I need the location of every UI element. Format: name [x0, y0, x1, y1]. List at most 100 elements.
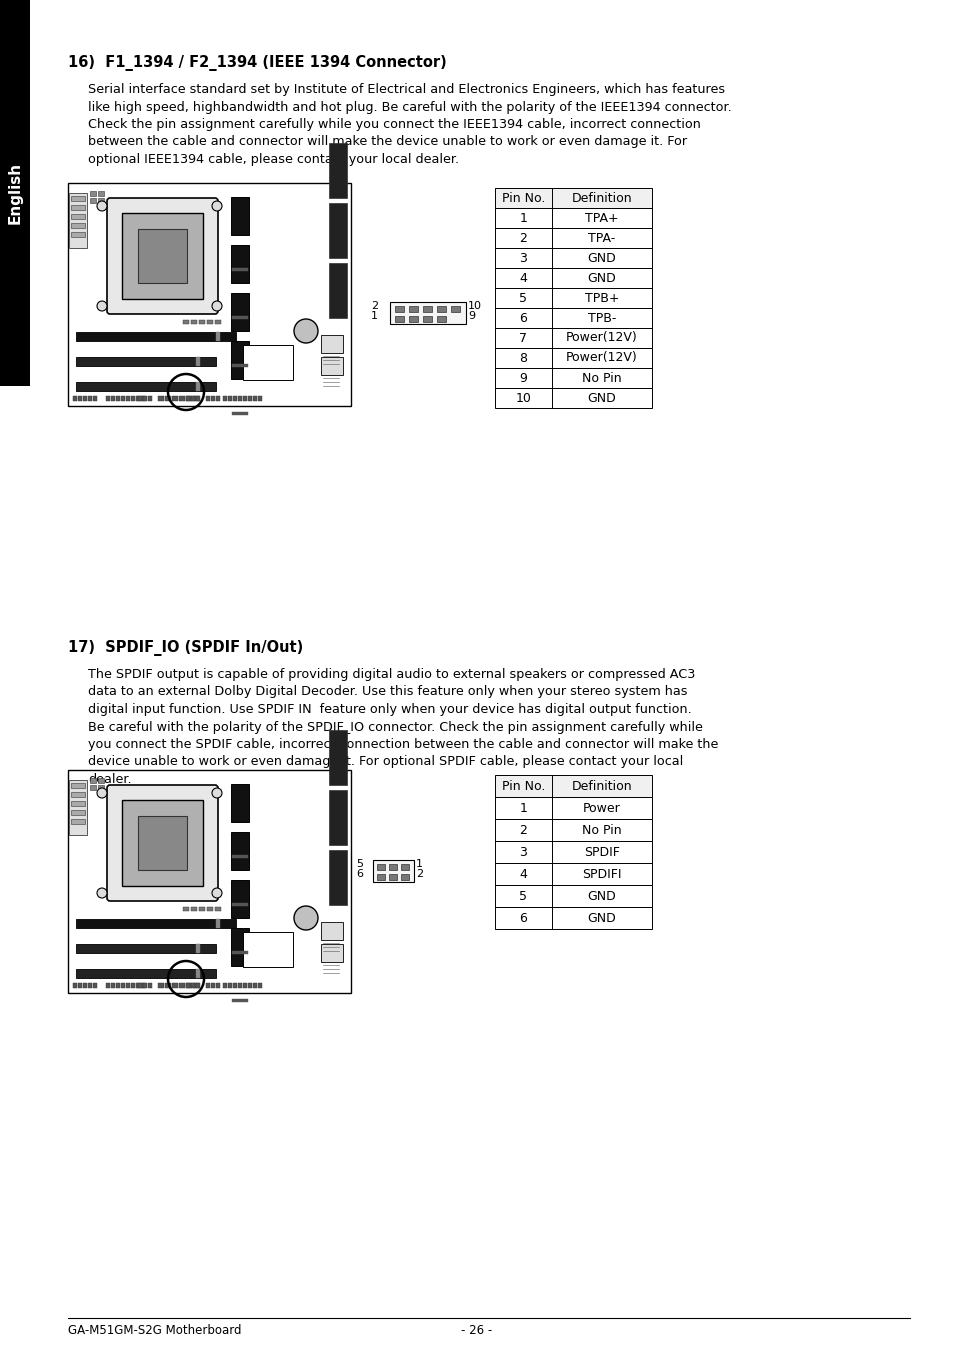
Bar — [158, 395, 164, 401]
Text: optional IEEE1394 cable, please contact your local dealer.: optional IEEE1394 cable, please contact … — [88, 153, 458, 167]
Bar — [183, 907, 189, 911]
Bar — [90, 198, 96, 203]
Bar — [495, 886, 651, 907]
Bar — [199, 320, 205, 324]
Circle shape — [294, 320, 317, 343]
Text: GA-M51GM-S2G Motherboard: GA-M51GM-S2G Motherboard — [68, 1324, 241, 1336]
Text: SPDIFI: SPDIFI — [581, 868, 621, 880]
Bar — [76, 919, 235, 927]
Bar — [232, 951, 248, 955]
Bar — [71, 232, 85, 237]
Bar — [232, 268, 248, 271]
Bar — [78, 983, 82, 988]
Bar — [495, 328, 651, 348]
Text: 1: 1 — [416, 858, 422, 869]
Bar — [329, 144, 347, 198]
Bar — [243, 345, 293, 380]
Bar — [126, 395, 130, 401]
Bar — [495, 798, 651, 819]
Bar — [88, 395, 91, 401]
Bar — [179, 983, 185, 988]
Circle shape — [212, 788, 222, 798]
Bar — [68, 770, 351, 992]
Bar — [141, 395, 145, 401]
Bar — [376, 873, 385, 880]
Bar — [211, 983, 214, 988]
Bar — [228, 395, 232, 401]
Text: 5: 5 — [519, 890, 527, 903]
Bar — [193, 983, 199, 988]
Bar — [172, 983, 178, 988]
Text: TPB-: TPB- — [587, 311, 616, 325]
Bar — [233, 395, 236, 401]
Bar — [231, 927, 249, 965]
Text: dealer.: dealer. — [88, 773, 132, 787]
Bar — [83, 983, 87, 988]
Bar — [215, 919, 220, 927]
Text: GND: GND — [587, 391, 616, 405]
Bar — [495, 841, 651, 862]
Text: 2: 2 — [519, 232, 527, 245]
Bar — [215, 983, 220, 988]
Text: No Pin: No Pin — [581, 823, 621, 837]
Bar — [76, 332, 235, 341]
Text: you connect the SPDIF cable, incorrect connection between the cable and connecto: you connect the SPDIF cable, incorrect c… — [88, 738, 718, 751]
Bar — [122, 800, 203, 886]
Bar — [495, 348, 651, 368]
Text: 2: 2 — [416, 869, 423, 879]
Text: TPB+: TPB+ — [584, 291, 618, 305]
Bar — [73, 395, 77, 401]
Bar — [495, 907, 651, 929]
Circle shape — [97, 788, 107, 798]
Text: Check the pin assignment carefully while you connect the IEEE1394 cable, incorre: Check the pin assignment carefully while… — [88, 118, 700, 131]
Bar — [0, 0, 30, 386]
Bar — [186, 395, 190, 401]
Bar — [495, 188, 651, 209]
Text: 10: 10 — [515, 391, 531, 405]
Bar — [232, 364, 248, 367]
Bar — [138, 395, 142, 401]
Bar — [191, 320, 196, 324]
Text: Be careful with the polarity of the SPDIF_IO connector. Check the pin assignment: Be careful with the polarity of the SPDI… — [88, 720, 702, 734]
Text: SPDIF: SPDIF — [583, 845, 619, 858]
Bar — [223, 983, 227, 988]
Bar — [193, 395, 199, 401]
Bar — [495, 368, 651, 389]
Bar — [138, 816, 187, 871]
Bar — [136, 983, 140, 988]
Text: 9: 9 — [468, 311, 475, 321]
Bar — [138, 983, 142, 988]
Bar — [141, 983, 145, 988]
Bar — [395, 315, 403, 322]
Bar — [243, 983, 247, 988]
Bar — [98, 191, 104, 196]
Bar — [98, 785, 104, 789]
Bar — [191, 395, 194, 401]
Text: 16)  F1_1394 / F2_1394 (IEEE 1394 Connector): 16) F1_1394 / F2_1394 (IEEE 1394 Connect… — [68, 56, 446, 70]
FancyBboxPatch shape — [107, 198, 218, 314]
Text: 4: 4 — [519, 272, 527, 284]
Bar — [376, 864, 385, 871]
Bar — [389, 873, 396, 880]
Bar — [495, 389, 651, 408]
Bar — [76, 969, 215, 978]
Circle shape — [212, 200, 222, 211]
Bar — [329, 263, 347, 318]
Bar — [422, 306, 432, 311]
Bar — [320, 944, 343, 961]
Text: English: English — [8, 162, 23, 223]
Bar — [395, 306, 403, 311]
Bar — [76, 382, 215, 391]
Bar — [71, 223, 85, 227]
Text: - 26 -: - 26 - — [461, 1324, 492, 1336]
Text: TPA+: TPA+ — [584, 211, 618, 225]
Bar — [126, 983, 130, 988]
Bar — [253, 983, 256, 988]
Text: TPA-: TPA- — [588, 232, 615, 245]
Bar — [231, 245, 249, 283]
Text: 9: 9 — [519, 371, 527, 385]
Bar — [207, 320, 213, 324]
Bar — [191, 983, 194, 988]
Circle shape — [97, 888, 107, 898]
Text: GND: GND — [587, 272, 616, 284]
